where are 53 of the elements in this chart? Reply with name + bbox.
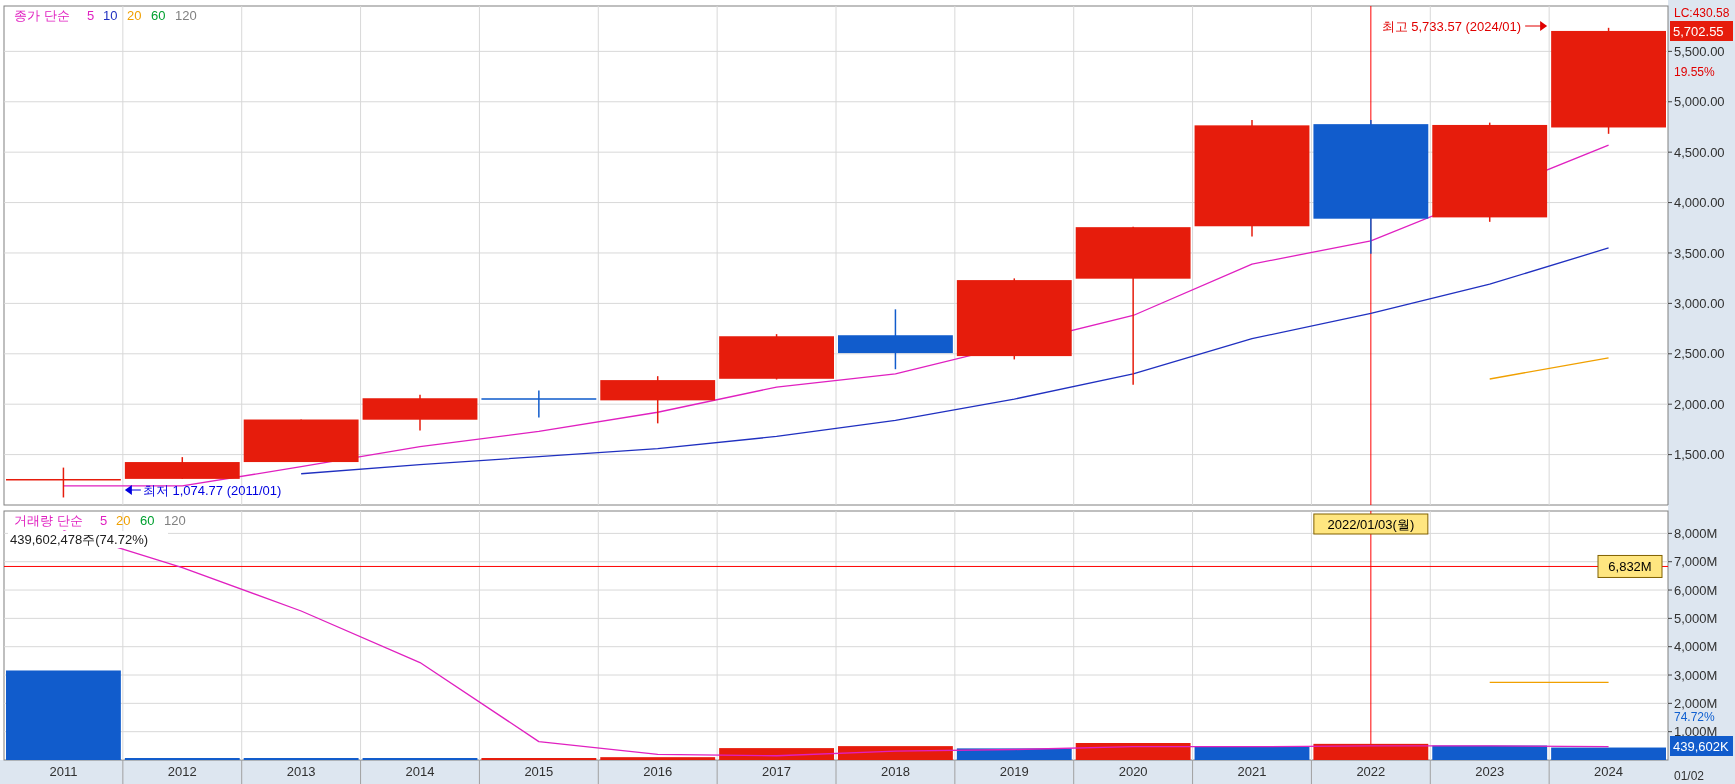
text: 20 [116, 513, 131, 528]
text: 439,602,478주(74.72%) [10, 532, 149, 547]
x-tick-label: 2021 [1237, 764, 1267, 779]
y-tick-label: 2,500.00 [1674, 346, 1725, 362]
x-tick-label: 2015 [524, 764, 554, 779]
y-tick-label: 3,500.00 [1674, 245, 1725, 261]
y-tick-label: 7,000M [1674, 554, 1718, 570]
x-tick-label: 2011 [49, 764, 78, 779]
legend-title: 종가 단순 [14, 8, 70, 23]
x-tick-label: 2019 [999, 764, 1029, 779]
x-tick-label: 2013 [286, 764, 316, 779]
annotation: 최저 1,074.77 (2011/01) [142, 482, 282, 498]
text: 74.72% [1674, 710, 1716, 725]
legend-label: 120 [164, 513, 186, 528]
y-tick-label: 8,000M [1674, 525, 1718, 541]
x-tick-label: 2024 [1594, 764, 1624, 779]
text: 5 [87, 8, 95, 23]
series-label: 5 [100, 513, 108, 528]
x-tick-label: 2012 [167, 764, 197, 779]
x-tick-label: 2022 [1356, 764, 1386, 779]
x-tick-label: 2020 [1118, 764, 1148, 779]
y-tick-label: 3,000.00 [1674, 295, 1725, 311]
text: 10 [103, 8, 118, 23]
x-tick-label: 2023 [1475, 764, 1505, 779]
y-tick-label: 5,500.00 [1674, 43, 1725, 59]
y-tick-label: 1,500.00 [1674, 447, 1725, 463]
legend-label: 60 [151, 8, 166, 23]
y-tick-label: 1,000M [1674, 724, 1718, 740]
x-tick-label: 2018 [880, 764, 910, 779]
text: 439,602K [1673, 738, 1729, 754]
annotation: 최고 5,733.57 (2024/01) [1381, 18, 1522, 34]
text: 01/02 [1674, 769, 1705, 784]
y-tick-label: 2,000M [1674, 695, 1718, 711]
ref-line-label: 2022/01/03(월) [1327, 516, 1415, 532]
y-tick-label: 4,000M [1674, 639, 1718, 655]
y-tick-label: 3,000M [1674, 667, 1718, 683]
text: 19.55% [1674, 65, 1716, 80]
x-tick-label: 2016 [643, 764, 673, 779]
x-tick-label: 2017 [762, 764, 792, 779]
legend-label: 60 [140, 513, 155, 528]
y-tick-label: 4,500.00 [1674, 144, 1725, 160]
legend-label: 120 [175, 8, 197, 23]
y-tick-label: 2,000.00 [1674, 396, 1725, 412]
y-tick-label: 4,000.00 [1674, 195, 1725, 211]
x-tick-label: 2014 [405, 764, 435, 779]
text: 20 [127, 8, 142, 23]
text: LC:430.58 [1674, 6, 1730, 21]
y-tick-label: 5,000.00 [1674, 94, 1725, 110]
y-tick-label: 6,000M [1674, 582, 1718, 598]
legend-title: 거래량 단순 [14, 513, 83, 528]
y-tick-label: 5,000M [1674, 610, 1718, 626]
text: 5,702.55 [1673, 23, 1724, 39]
ref-line-label: 6,832M [1608, 559, 1652, 575]
